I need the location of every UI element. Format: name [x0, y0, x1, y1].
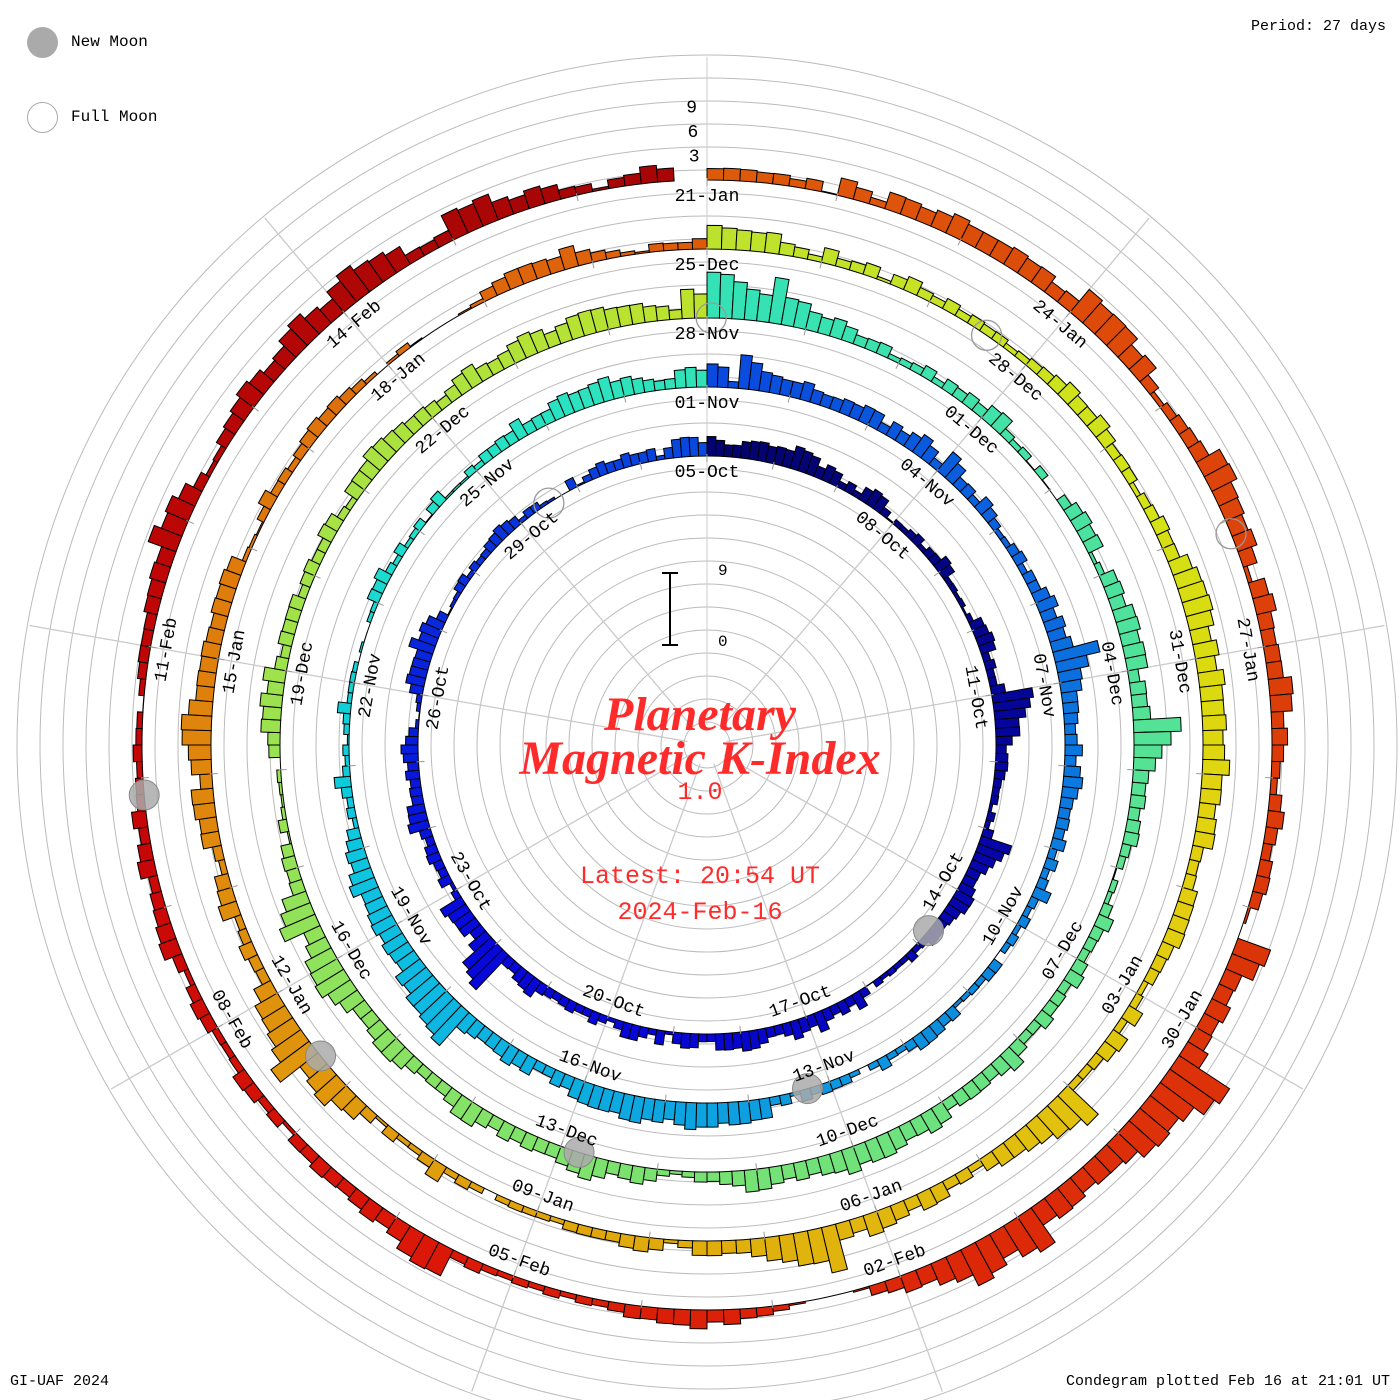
svg-text:29-Oct: 29-Oct [501, 508, 564, 565]
svg-text:28-Nov: 28-Nov [675, 325, 740, 345]
svg-text:27-Jan: 27-Jan [1231, 616, 1262, 683]
svg-text:08-Oct: 08-Oct [851, 508, 914, 565]
svg-text:6: 6 [687, 123, 698, 143]
svg-text:25-Nov: 25-Nov [456, 455, 519, 512]
svg-text:05-Oct: 05-Oct [675, 463, 740, 483]
svg-text:25-Dec: 25-Dec [675, 256, 740, 276]
svg-text:21-Jan: 21-Jan [675, 187, 740, 207]
svg-text:11-Feb: 11-Feb [152, 616, 183, 683]
svg-text:01-Nov: 01-Nov [675, 394, 740, 414]
svg-text:3: 3 [689, 147, 700, 167]
svg-text:9: 9 [686, 99, 697, 119]
svg-text:31-Dec: 31-Dec [1163, 628, 1194, 695]
svg-text:15-Jan: 15-Jan [220, 628, 251, 695]
svg-text:18-Jan: 18-Jan [368, 349, 431, 406]
svg-text:28-Dec: 28-Dec [984, 349, 1047, 406]
